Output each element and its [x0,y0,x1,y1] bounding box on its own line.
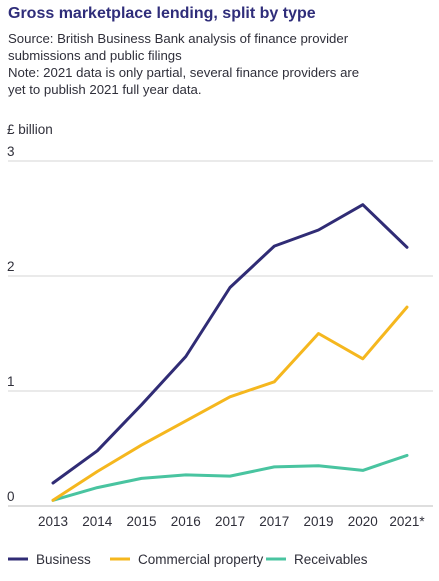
y-tick-label: 0 [7,489,15,504]
x-tick-label: 2017 [215,514,245,529]
legend: Business Commercial property Receivables [8,552,368,567]
gridlines [8,160,433,507]
legend-label: Business [36,552,91,567]
series-line-business [51,203,409,485]
note-line-2: yet to publish 2021 full year data. [8,82,202,97]
series-line-receivables [51,453,409,502]
x-tick-label: 2019 [303,514,333,529]
x-tick-label: 2015 [126,514,156,529]
chart-title: Gross marketplace lending, split by type [8,5,316,22]
x-tick-label: 2017 [259,514,289,529]
x-tick-label: 2016 [171,514,201,529]
x-tick-label: 2020 [348,514,378,529]
x-tick-label: 2014 [82,514,113,529]
legend-label: Receivables [294,552,368,567]
x-tick-label: 2013 [38,514,68,529]
y-tick-label: 3 [7,144,15,159]
y-tick-label: 1 [7,374,15,389]
x-tick-label: 2021* [389,514,425,529]
source-line-2: submissions and public filings [8,48,182,63]
y-tick-label: 2 [7,259,15,274]
legend-label: Commercial property [138,552,264,567]
chart-header: Gross marketplace lending, split by type… [8,4,433,98]
series-line-commercial-property [51,305,409,502]
note-line-1: Note: 2021 data is only partial, several… [8,65,360,80]
y-tick-labels: 0 1 2 3 [7,144,15,504]
x-tick-labels: 2013 2014 2015 2016 2017 2017 2019 2020 2021* [38,514,425,529]
source-line-1: Source: British Business Bank analysis o… [8,31,349,46]
y-axis-label: £ billion [7,122,53,137]
series-lines [51,203,409,502]
